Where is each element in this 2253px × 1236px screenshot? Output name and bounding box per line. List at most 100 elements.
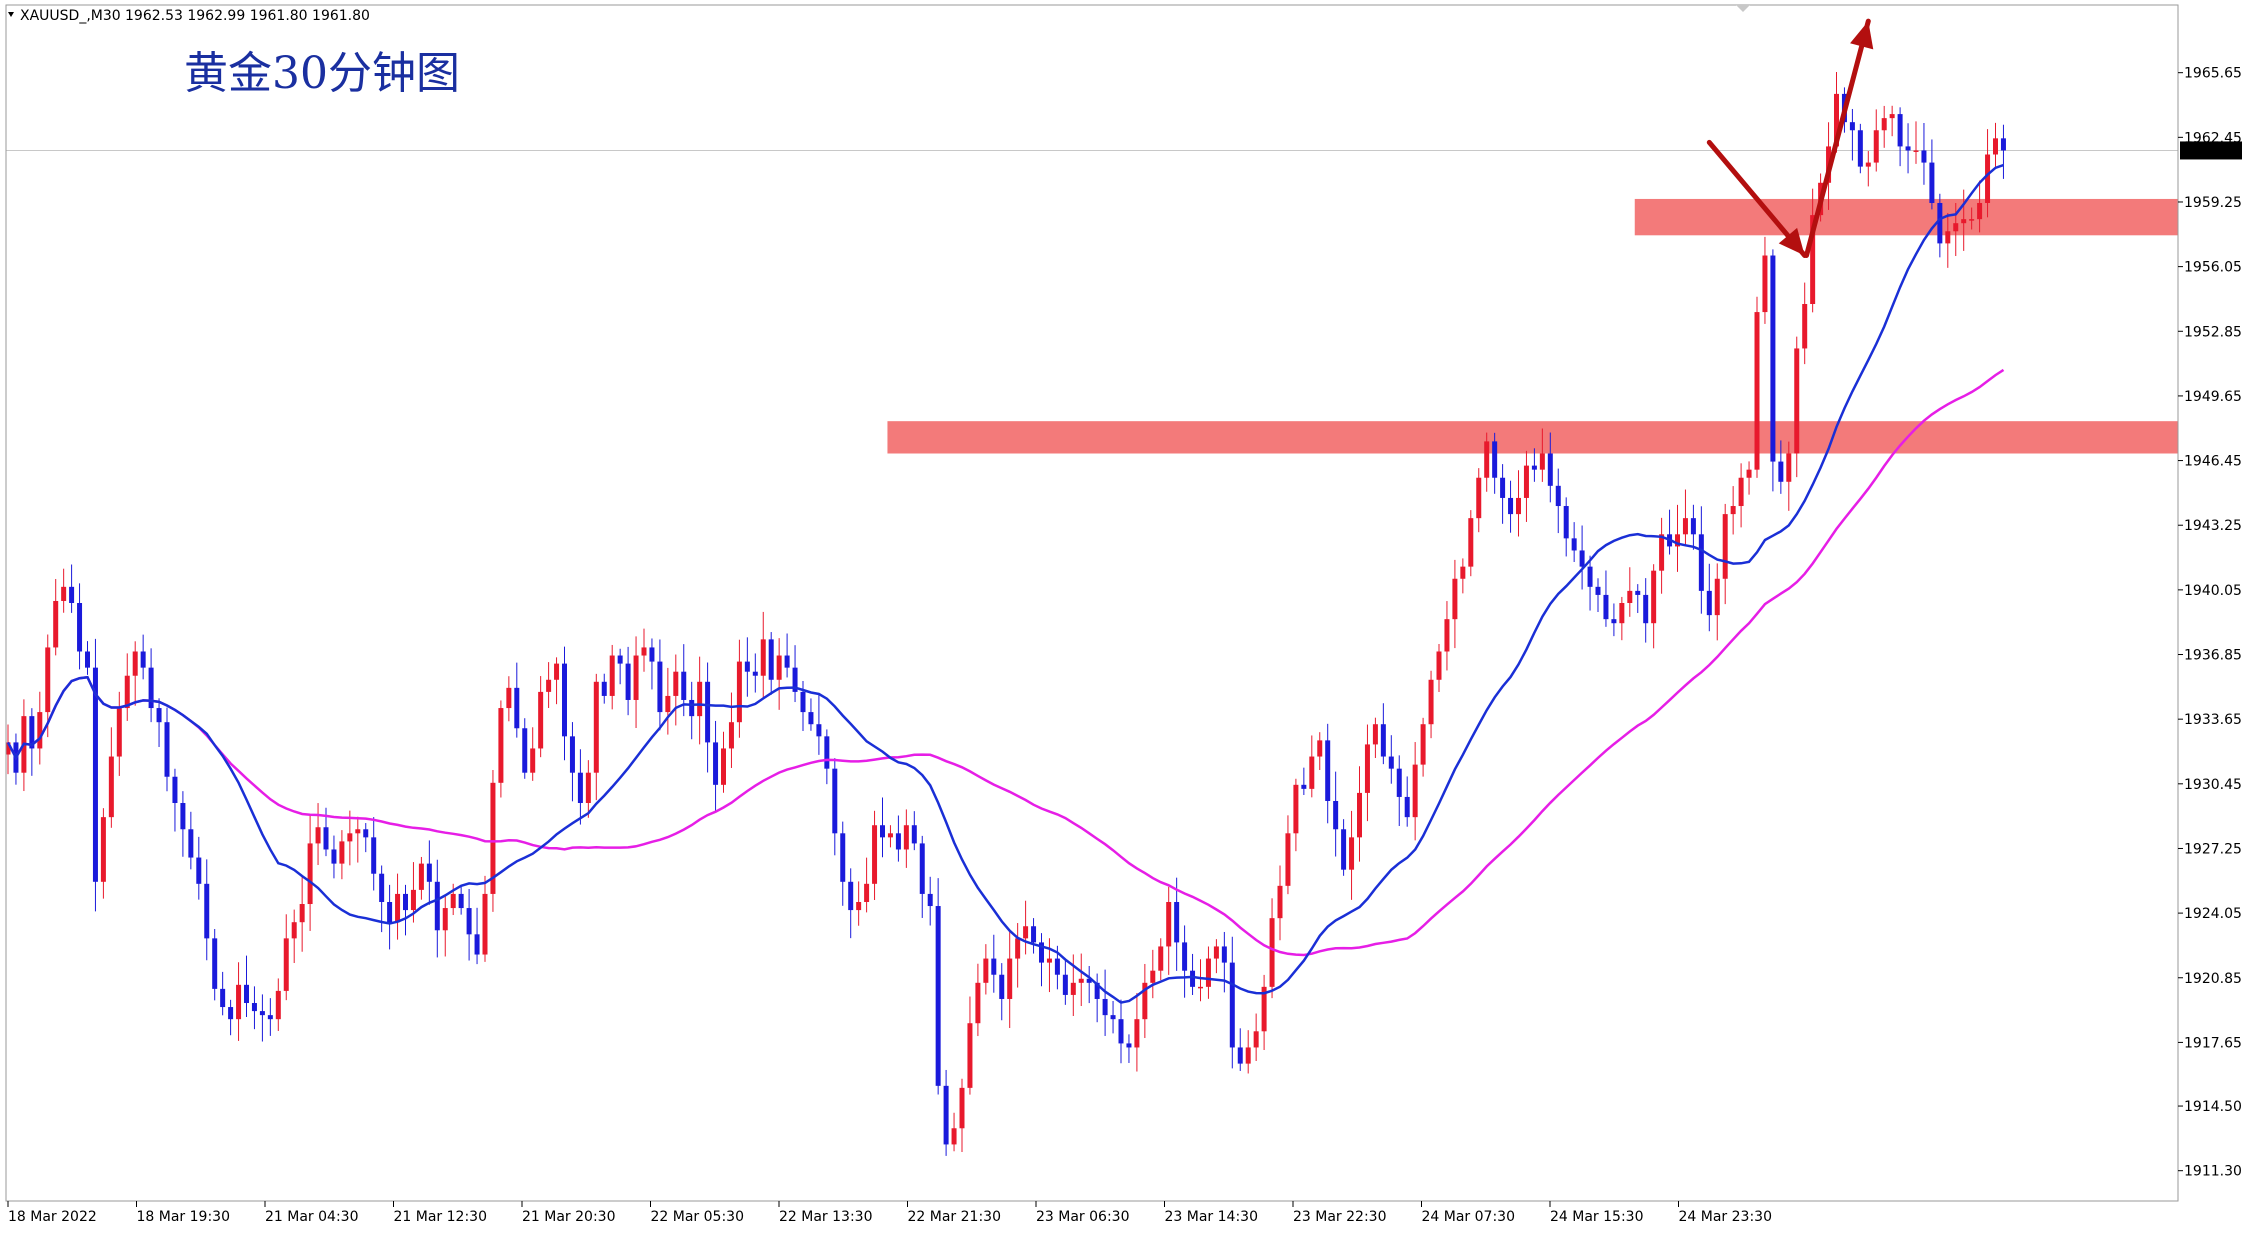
candle-body	[1031, 926, 1037, 943]
candle-body	[1500, 477, 1506, 498]
candle-body	[1611, 619, 1617, 624]
candle-body	[728, 722, 734, 749]
candle-body	[1619, 603, 1625, 624]
candle-body	[1078, 978, 1084, 983]
candle-body	[530, 748, 536, 773]
candle-body	[1651, 570, 1657, 624]
candle-body	[188, 829, 194, 858]
x-tick-label: 23 Mar 14:30	[1165, 1209, 1258, 1225]
candle-body	[69, 586, 75, 603]
candle-body	[140, 651, 146, 668]
candle-body	[1849, 122, 1855, 131]
candle-body	[275, 990, 281, 1020]
candle-body	[1452, 578, 1458, 620]
candle-body	[1134, 1019, 1140, 1048]
candle-body	[426, 863, 432, 882]
candle-body	[1428, 679, 1434, 725]
candle-body	[1364, 744, 1370, 793]
candle-body	[546, 679, 552, 692]
candle-body	[705, 681, 711, 743]
candle-body	[490, 782, 496, 894]
candle-body	[1508, 497, 1514, 515]
candle-body	[236, 984, 242, 1020]
candle-body	[1953, 223, 1959, 232]
x-tick-label: 22 Mar 21:30	[908, 1209, 1001, 1225]
candle-body	[148, 667, 154, 709]
candle-body	[1484, 441, 1490, 478]
x-tick-label: 23 Mar 06:30	[1036, 1209, 1129, 1225]
y-tick-label: 1940.05	[2184, 583, 2242, 599]
candle-body	[1023, 926, 1029, 939]
candle-body	[1412, 764, 1418, 818]
candle-body	[172, 776, 178, 804]
candle-body	[641, 647, 647, 656]
candle-body	[347, 833, 353, 842]
candle-body	[1166, 902, 1172, 947]
candle-body	[1396, 768, 1402, 797]
y-tick-label: 1956.05	[2184, 260, 2242, 276]
candle-body	[808, 712, 814, 725]
candle-body	[1977, 202, 1983, 220]
candle-body	[1746, 469, 1752, 478]
candle-body	[1102, 998, 1108, 1016]
candle-body	[164, 722, 170, 777]
candle-body	[371, 837, 377, 874]
candle-body	[1444, 619, 1450, 652]
candle-body	[999, 974, 1005, 999]
candle-body	[1675, 534, 1680, 547]
candle-body	[244, 984, 249, 1004]
candle-body	[1555, 485, 1561, 507]
candle-body	[1857, 130, 1863, 167]
candle-body	[1213, 946, 1219, 959]
candle-body	[617, 655, 623, 664]
candle-body	[1905, 146, 1911, 151]
candle-body	[903, 825, 909, 850]
candle-body	[363, 829, 369, 838]
candle-body	[1579, 550, 1585, 567]
candle-body	[800, 691, 806, 713]
candle-body	[1690, 518, 1696, 535]
candle-body	[1921, 150, 1927, 163]
candle-body	[856, 902, 862, 911]
collapse-triangle-icon[interactable]	[8, 12, 14, 17]
candle-body	[1937, 202, 1943, 244]
candle-body	[1150, 970, 1156, 983]
candle-body	[609, 655, 615, 696]
candle-body	[1571, 538, 1577, 551]
candle-body	[657, 661, 663, 713]
candle-body	[895, 833, 901, 850]
candle-body	[967, 1023, 973, 1088]
candle-body	[1810, 215, 1816, 304]
candle-body	[1317, 740, 1323, 757]
candle-body	[864, 883, 870, 902]
candle-body	[601, 681, 607, 696]
candle-body	[291, 922, 297, 939]
candle-body	[569, 736, 575, 773]
candle-body	[792, 667, 798, 692]
candle-body	[434, 881, 440, 931]
candle-body	[959, 1087, 965, 1129]
arrow-up	[1804, 18, 1871, 259]
y-tick-label: 1914.50	[2184, 1099, 2242, 1115]
y-tick-label: 1943.25	[2184, 518, 2242, 534]
candle-body	[1205, 958, 1211, 987]
candle-body	[1285, 833, 1291, 886]
candle-body	[1698, 534, 1704, 591]
candle-body	[1786, 453, 1792, 482]
arrow-up-head	[1850, 21, 1874, 50]
candle-body	[1961, 219, 1967, 224]
x-tick-label: 21 Mar 20:30	[522, 1209, 615, 1225]
candle-body	[1476, 477, 1482, 519]
candle-body	[1762, 255, 1768, 313]
plot-frame	[5, 4, 2179, 1202]
y-tick-label: 1952.85	[2184, 324, 2242, 340]
candle-body	[1007, 958, 1013, 999]
candle-body	[1333, 800, 1339, 830]
candle-body	[458, 893, 464, 909]
candle-body	[927, 893, 933, 907]
candle-body	[1404, 796, 1410, 818]
candle-body	[665, 695, 671, 713]
candle-body	[1237, 1047, 1243, 1064]
y-tick-label: 1946.45	[2184, 454, 2242, 470]
